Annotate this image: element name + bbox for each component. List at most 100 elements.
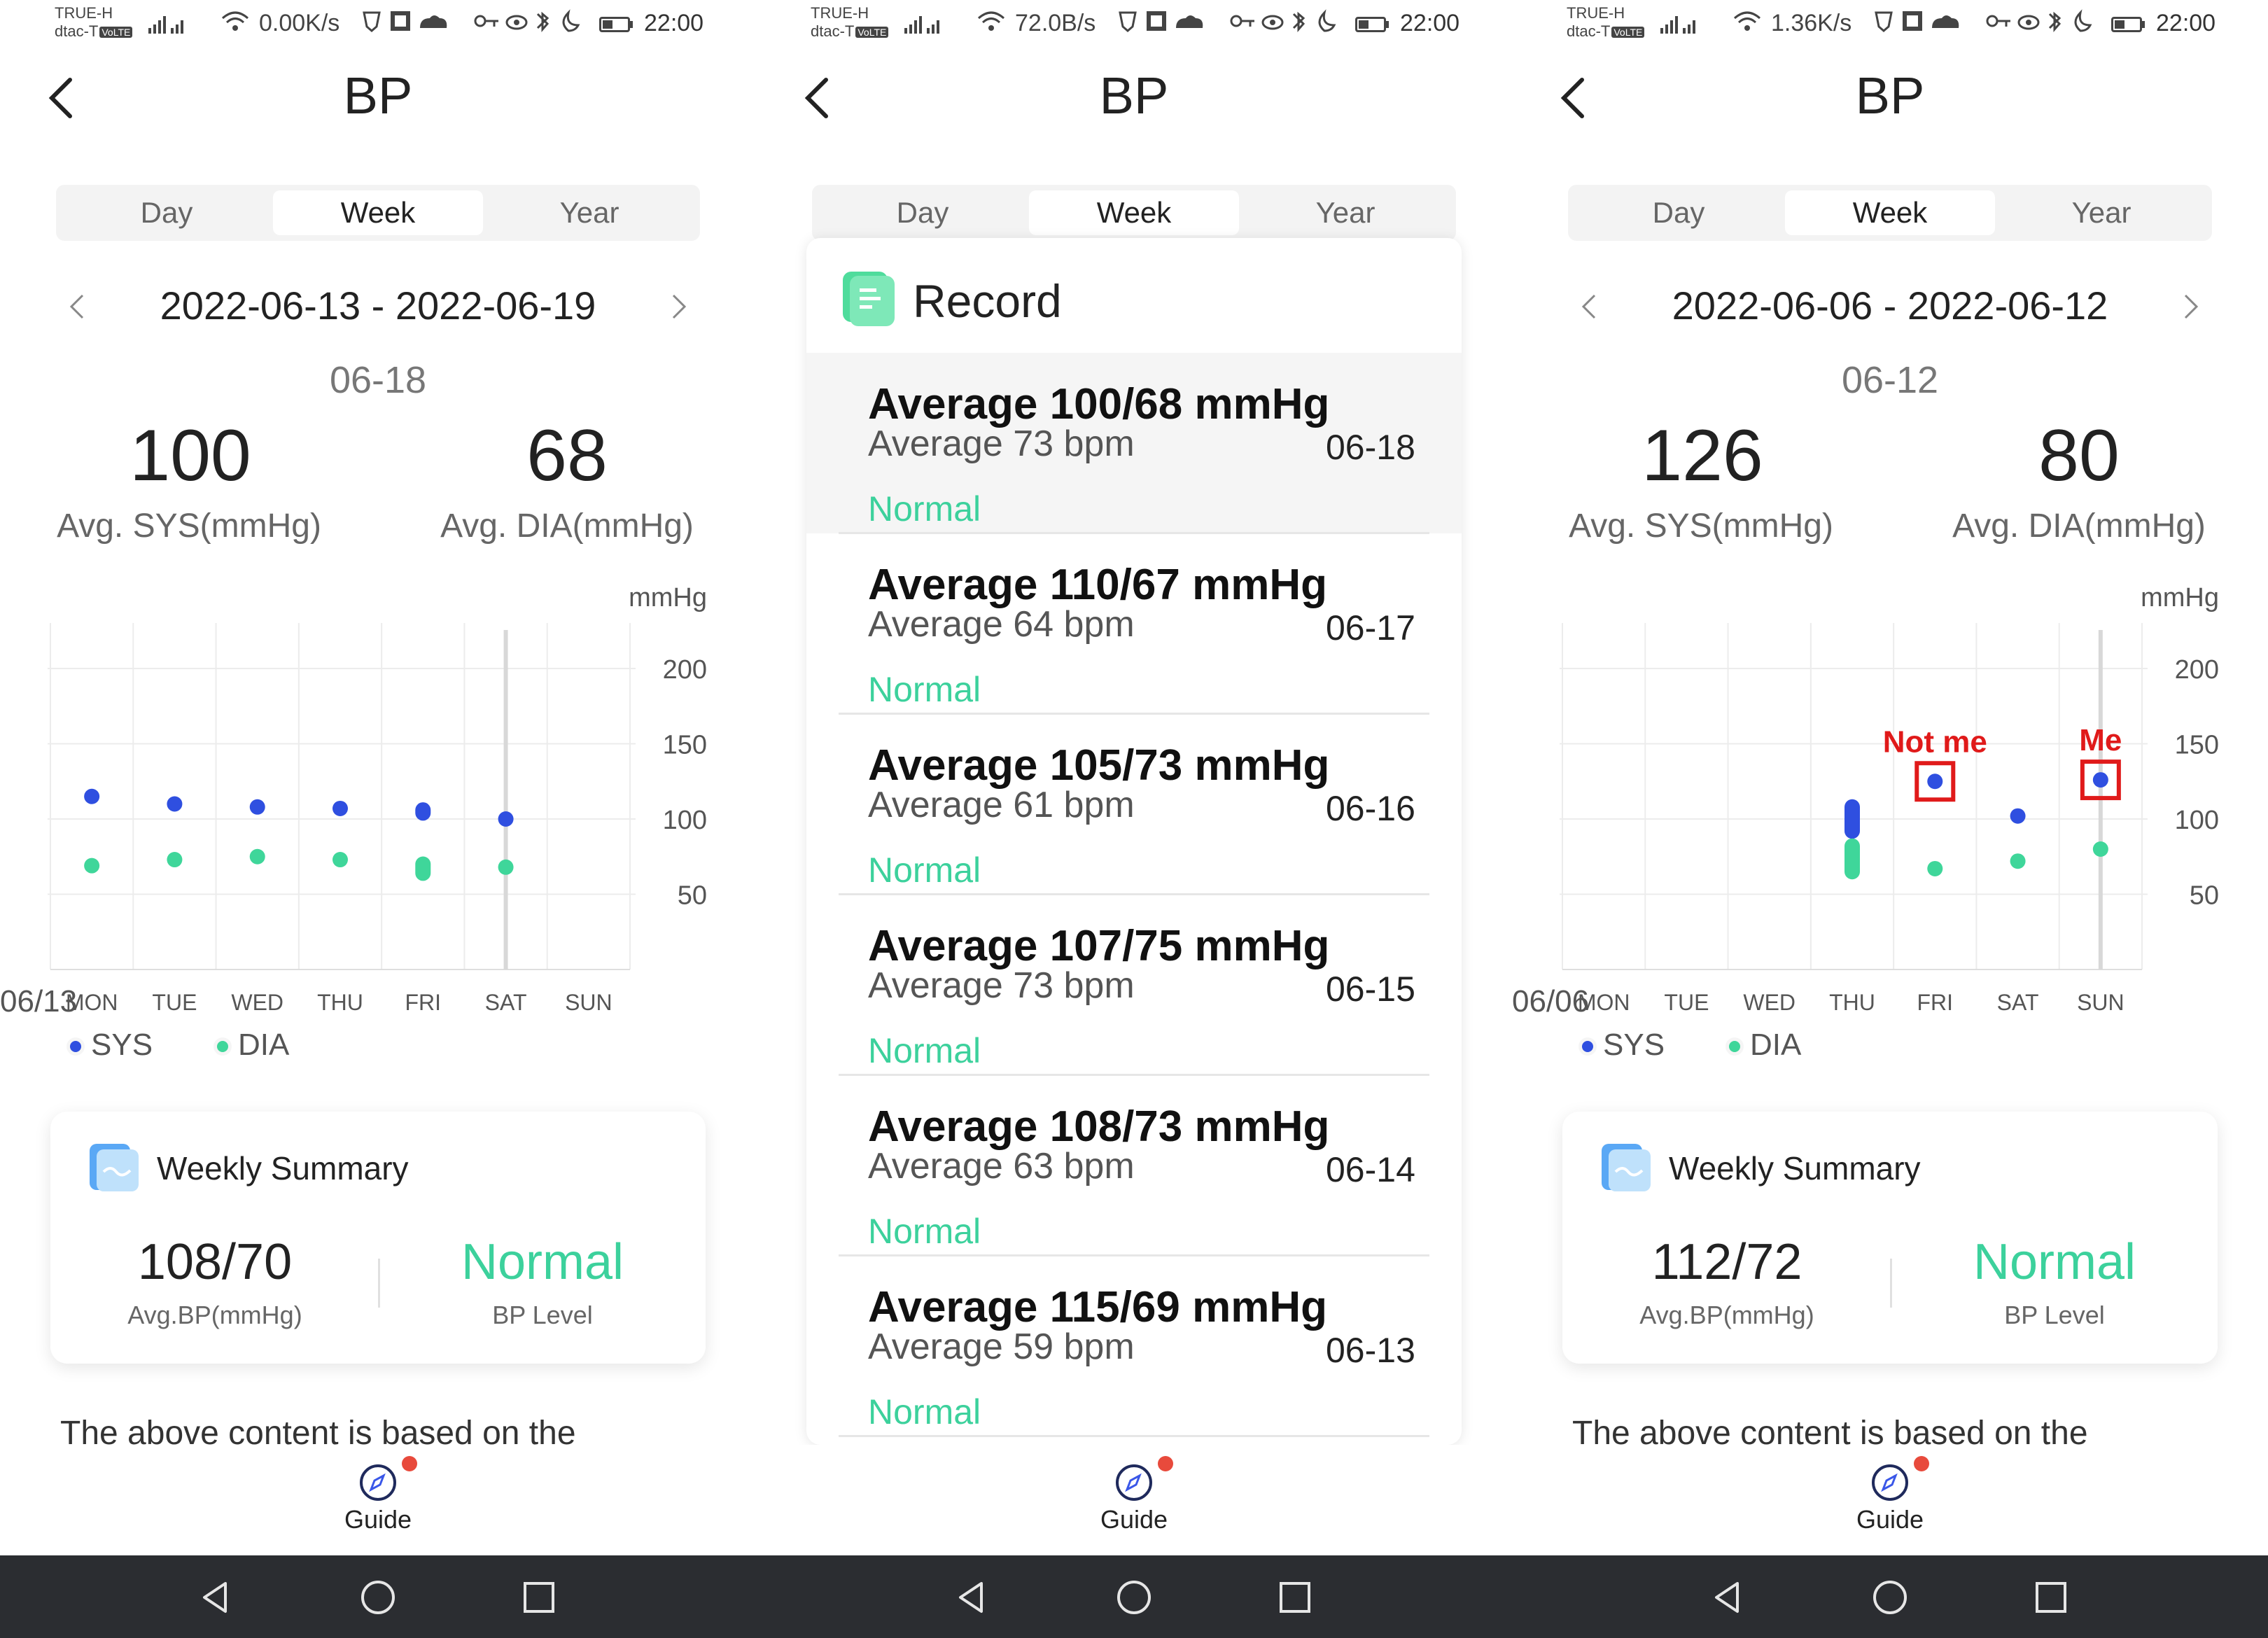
next-week-arrow-icon[interactable] [665, 291, 693, 322]
tab-day[interactable]: Day [1652, 196, 1705, 229]
record-average: Average 107/75 mmHg [868, 922, 1330, 970]
record-status: Normal [868, 489, 981, 528]
sys-point [249, 799, 265, 815]
prev-week-arrow-icon[interactable] [63, 291, 91, 322]
record-status: Normal [868, 850, 981, 890]
y-tick-label: 100 [663, 806, 707, 835]
status-bar: TRUE-H dtac-T VoLTE 1.36K/s 22:00 [1512, 0, 2268, 49]
dia-point [249, 848, 265, 864]
status-bar: TRUE-H dtac-T VoLTE 0.00K/s 22:00 [0, 0, 756, 49]
annotation-label: Not me [1883, 724, 1987, 759]
x-tick-label: TUE [152, 990, 197, 1015]
signal-icon [1660, 16, 1695, 34]
record-bpm: Average 63 bpm [868, 1146, 1135, 1186]
guide-label[interactable]: Guide [1100, 1505, 1168, 1534]
period-tabs: Day Week Year [812, 185, 1456, 241]
record-item[interactable]: Average 100/68 mmHg Average 73 bpm 06-18… [806, 353, 1462, 534]
notification-badge [1914, 1456, 1929, 1471]
sys-value: 126 [1642, 415, 1763, 496]
week-start-label: 06/13 [0, 984, 77, 1015]
record-date: 06-16 [1326, 789, 1415, 828]
weekly-summary-card[interactable]: Weekly Summary 112/72 Avg.BP(mmHg) Norma… [1562, 1112, 2218, 1364]
tab-day[interactable]: Day [140, 196, 193, 229]
weekly-summary-card[interactable]: Weekly Summary 108/70 Avg.BP(mmHg) Norma… [50, 1112, 706, 1364]
record-bpm: Average 73 bpm [868, 424, 1135, 464]
nav-home-icon[interactable] [1869, 1576, 1911, 1618]
tab-year[interactable]: Year [2071, 196, 2132, 229]
back-arrow-icon[interactable] [798, 70, 840, 126]
nav-recents-icon[interactable] [518, 1576, 560, 1618]
legend-sys: SYS [70, 1028, 153, 1063]
clock: 22:00 [644, 10, 704, 36]
y-unit-label: mmHg [2141, 583, 2219, 612]
next-week-arrow-icon[interactable] [2177, 291, 2205, 322]
nav-back-icon[interactable] [1707, 1576, 1749, 1618]
y-tick-label: 50 [2190, 881, 2219, 911]
dia-point [1927, 860, 1943, 876]
guide-label[interactable]: Guide [1856, 1505, 1924, 1534]
record-date: 06-17 [1326, 608, 1415, 648]
compass-icon[interactable] [1869, 1462, 1911, 1504]
y-tick-label: 150 [2175, 731, 2219, 760]
compass-icon[interactable] [1113, 1462, 1155, 1504]
record-bpm: Average 64 bpm [868, 604, 1135, 645]
avg-bp-label: Avg.BP(mmHg) [127, 1301, 302, 1329]
x-tick-label: SUN [565, 990, 612, 1015]
compass-icon[interactable] [357, 1462, 399, 1504]
guide-label[interactable]: Guide [344, 1505, 412, 1534]
record-item[interactable]: Average 110/67 mmHg Average 64 bpm 06-17… [806, 533, 1462, 715]
bp-level-label: BP Level [2004, 1301, 2105, 1329]
record-item[interactable]: Average 115/69 mmHg Average 59 bpm 06-13… [806, 1256, 1462, 1437]
divider [839, 532, 1429, 534]
bottom-bar: Guide [756, 1445, 1512, 1555]
notification-icons [1875, 11, 1959, 32]
bp-level-label: BP Level [492, 1301, 593, 1329]
annotation-box [2080, 760, 2121, 801]
carrier-info: TRUE-H dtac-T VoLTE [811, 4, 889, 41]
week-start-label: 06/06 [1512, 984, 1589, 1015]
record-item[interactable]: Average 105/73 mmHg Average 61 bpm 06-16… [806, 714, 1462, 895]
back-arrow-icon[interactable] [42, 70, 84, 126]
back-arrow-icon[interactable] [1554, 70, 1596, 126]
legend-sys: SYS [1582, 1028, 1665, 1063]
dia-label: Avg. DIA(mmHg) [1952, 507, 2206, 545]
nav-recents-icon[interactable] [2030, 1576, 2072, 1618]
prev-week-arrow-icon[interactable] [1575, 291, 1603, 322]
sys-label: Avg. SYS(mmHg) [1569, 507, 1833, 545]
panel-record-list: TRUE-H dtac-T VoLTE 72.0B/s 22:00 BP Day W… [756, 0, 1512, 1638]
nav-back-icon[interactable] [195, 1576, 237, 1618]
nav-recents-icon[interactable] [1274, 1576, 1316, 1618]
page-title: BP [1855, 66, 1925, 125]
tab-year[interactable]: Year [1315, 196, 1376, 229]
system-status-icons [1230, 9, 1336, 32]
x-tick-label: TUE [1664, 990, 1709, 1015]
tab-year[interactable]: Year [559, 196, 620, 229]
divider [839, 1254, 1429, 1256]
record-item[interactable]: Average 108/73 mmHg Average 63 bpm 06-14… [806, 1075, 1462, 1256]
record-average: Average 100/68 mmHg [868, 380, 1330, 428]
sys-point [332, 800, 348, 816]
network-speed: 1.36K/s [1771, 10, 1852, 36]
record-bpm: Average 61 bpm [868, 785, 1135, 825]
tab-week[interactable]: Week [1785, 190, 1995, 235]
tab-day[interactable]: Day [896, 196, 949, 229]
network-speed: 0.00K/s [259, 10, 340, 36]
divider [839, 893, 1429, 895]
notification-badge [1158, 1456, 1173, 1471]
date-range: 2022-06-06 - 2022-06-12 [1672, 284, 2108, 328]
record-average: Average 105/73 mmHg [868, 741, 1330, 790]
clock: 22:00 [2156, 10, 2216, 36]
nav-home-icon[interactable] [357, 1576, 399, 1618]
tab-week[interactable]: Week [273, 190, 483, 235]
nav-back-icon[interactable] [951, 1576, 993, 1618]
system-status-icons [1986, 9, 2092, 32]
nav-home-icon[interactable] [1113, 1576, 1155, 1618]
selected-day: 06-12 [1841, 359, 1939, 401]
sys-point [498, 811, 514, 827]
record-item[interactable]: Average 107/75 mmHg Average 73 bpm 06-15… [806, 895, 1462, 1076]
summary-title: Weekly Summary [157, 1150, 409, 1186]
annotation-label: Me [2079, 723, 2122, 757]
tab-week[interactable]: Week [1029, 190, 1239, 235]
